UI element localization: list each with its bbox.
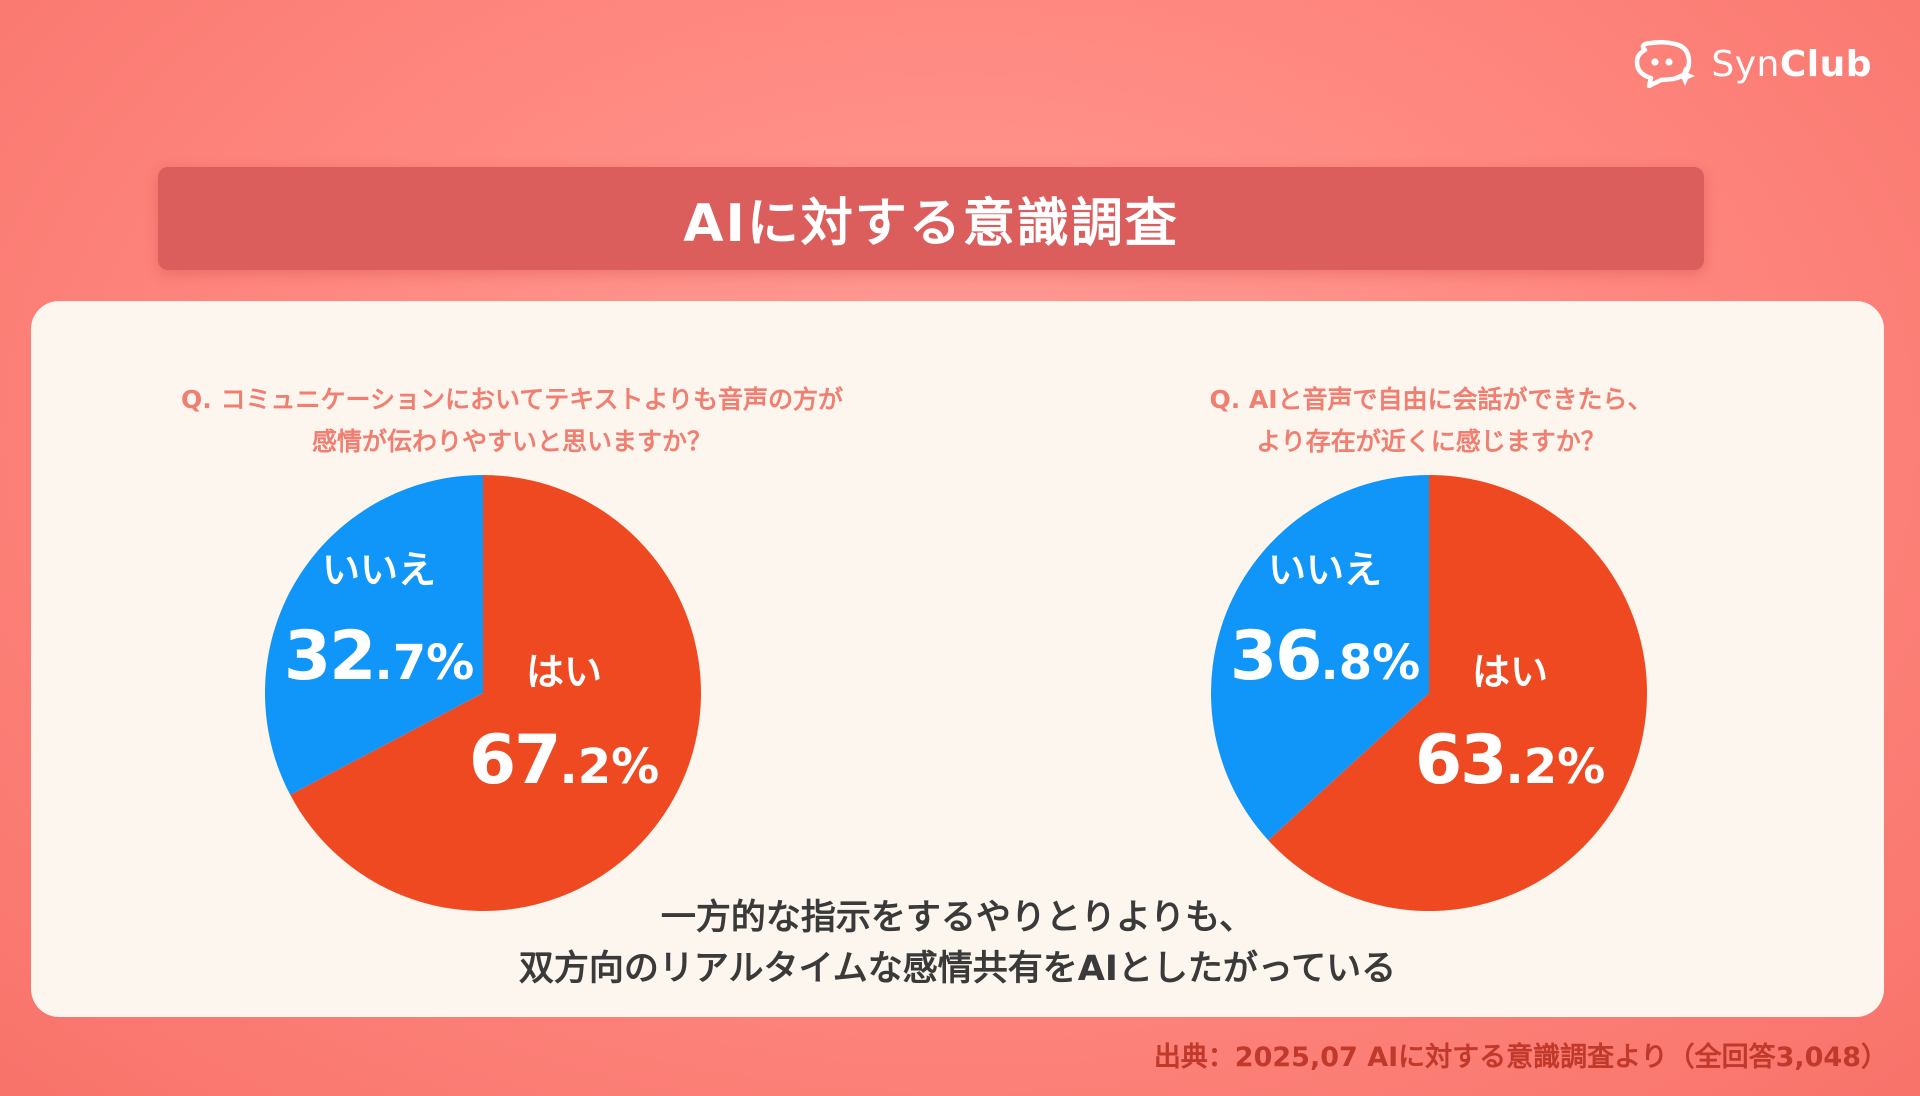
conclusion: 一方的な指示をするやりとりよりも、 双方向のリアルタイムな感情共有をAIとしたが… xyxy=(31,893,1884,995)
pie-1-slice-yes xyxy=(290,475,702,911)
brand-name: SynClub xyxy=(1711,43,1872,85)
question-1: Q. コミュニケーションにおいてテキストよりも音声の方が 感情が伝わりやすいと思… xyxy=(112,379,912,463)
question-2-line-2: より存在が近くに感じますか？ xyxy=(1256,427,1606,456)
page-title: AIに対する意識調査 xyxy=(158,167,1704,270)
pie-chart-2: はい 63.2% いいえ 36.8% xyxy=(1211,475,1648,911)
pie-chart-1: はい 67.2% いいえ 32.7% xyxy=(265,475,702,911)
question-2-line-1: Q. AIと音声で自由に会話ができたら、 xyxy=(1209,385,1653,414)
source-note: 出典：2025,07 AIに対する意識調査より（全回答3,048） xyxy=(1153,1042,1888,1073)
brand-logo: SynClub xyxy=(1631,38,1872,90)
chat-bubble-sparkle-icon xyxy=(1635,40,1696,88)
pie-2-slice-yes xyxy=(1268,475,1648,911)
question-1-line-1: Q. コミュニケーションにおいてテキストよりも音声の方が xyxy=(181,385,843,414)
chart-panel: Q. コミュニケーションにおいてテキストよりも音声の方が 感情が伝わりやすいと思… xyxy=(31,301,1884,1017)
pie-1-slice-no xyxy=(265,475,483,795)
pie-2-value-no: 36.8% xyxy=(1230,617,1420,696)
pie-2-value-yes: 63.2% xyxy=(1415,721,1605,800)
pie-2-label-no: いいえ xyxy=(1268,548,1382,592)
pie-1-value-yes: 67.2% xyxy=(469,721,659,800)
pie-1-value-no: 32.7% xyxy=(284,617,474,696)
pie-2-label-yes: はい xyxy=(1472,650,1548,694)
question-2: Q. AIと音声で自由に会話ができたら、 より存在が近くに感じますか？ xyxy=(1031,379,1831,463)
pie-2-slice-no xyxy=(1211,475,1429,841)
pie-1-label-no: いいえ xyxy=(322,548,436,592)
question-1-line-2: 感情が伝わりやすいと思いますか？ xyxy=(311,427,712,456)
pie-1-label-yes: はい xyxy=(526,650,602,694)
conclusion-line-2: 双方向のリアルタイムな感情共有をAIとしたがっている xyxy=(518,949,1397,989)
conclusion-line-1: 一方的な指示をするやりとりよりも、 xyxy=(660,898,1255,938)
